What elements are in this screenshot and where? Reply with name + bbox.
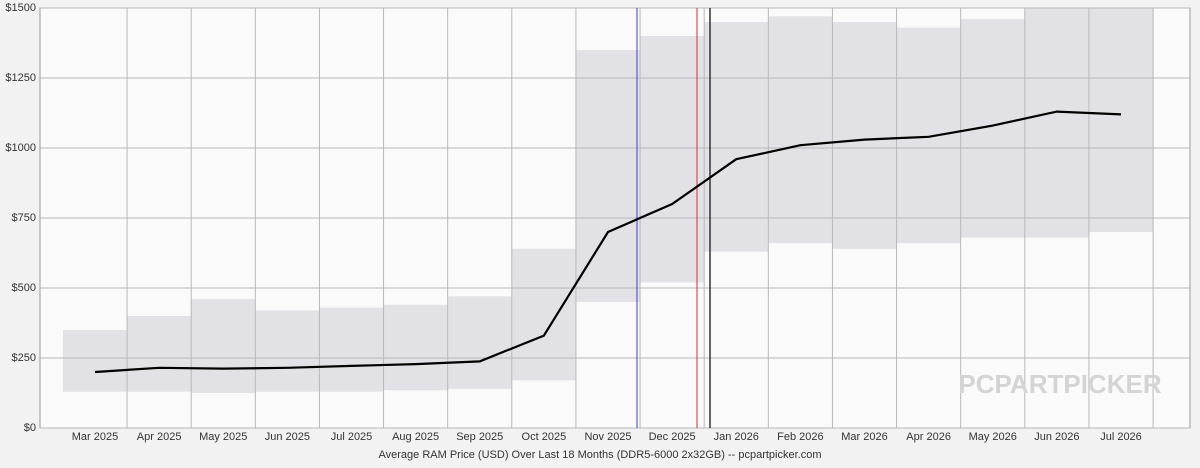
x-tick-label: Apr 2026 xyxy=(906,431,951,443)
price-range xyxy=(255,310,320,392)
price-range xyxy=(960,19,1025,238)
watermark: PCPARTPICKER xyxy=(958,369,1161,399)
x-tick-label: Jul 2026 xyxy=(1100,431,1142,443)
y-tick-label: $500 xyxy=(12,282,36,294)
price-range xyxy=(1024,8,1089,238)
y-tick-label: $250 xyxy=(12,352,36,364)
x-tick-label: Nov 2025 xyxy=(584,431,631,443)
x-tick-label: Jan 2026 xyxy=(714,431,759,443)
x-tick-label: Oct 2025 xyxy=(522,431,567,443)
y-tick-label: $1250 xyxy=(5,72,36,84)
y-tick-label: $0 xyxy=(24,422,36,434)
x-tick-label: Apr 2025 xyxy=(137,431,182,443)
x-tick-label: Feb 2026 xyxy=(777,431,823,443)
y-tick-label: $750 xyxy=(12,212,36,224)
x-tick-label: Mar 2025 xyxy=(72,431,118,443)
x-tick-label: Jun 2026 xyxy=(1034,431,1079,443)
x-tick-label: Jun 2025 xyxy=(265,431,310,443)
price-range xyxy=(383,304,448,391)
price-range xyxy=(768,16,833,244)
price-range xyxy=(511,248,576,381)
x-tick-label: Mar 2026 xyxy=(841,431,887,443)
average-price-line xyxy=(94,110,1122,374)
x-tick-label: Sep 2025 xyxy=(456,431,503,443)
price-range xyxy=(704,22,769,252)
x-tick-label: Aug 2025 xyxy=(392,431,439,443)
x-tick-label: May 2026 xyxy=(969,431,1017,443)
price-range xyxy=(127,316,192,392)
price-range xyxy=(447,296,512,389)
y-tick-label: $1500 xyxy=(5,2,36,14)
price-range xyxy=(62,330,128,392)
y-tick-label: $1000 xyxy=(5,142,36,154)
x-tick-label: Dec 2025 xyxy=(649,431,696,443)
price-range xyxy=(319,307,384,392)
price-range xyxy=(575,50,641,302)
price-range xyxy=(832,22,897,249)
price-range xyxy=(896,27,961,244)
x-tick-label: Jul 2025 xyxy=(331,431,373,443)
price-range xyxy=(640,36,705,283)
price-range xyxy=(1088,8,1154,232)
x-axis-title: Average RAM Price (USD) Over Last 18 Mon… xyxy=(378,449,821,461)
price-range xyxy=(191,299,256,393)
x-tick-label: May 2025 xyxy=(199,431,247,443)
